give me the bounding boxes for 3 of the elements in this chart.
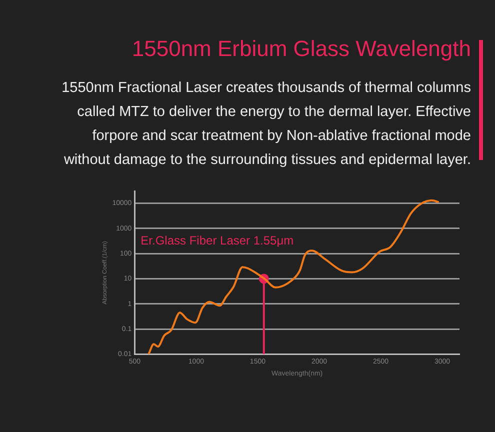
chart-title: 1550nm Erbium Glass Wavelength bbox=[132, 36, 471, 62]
annotation: Er.Glass Fiber Laser 1.55μm bbox=[140, 234, 294, 248]
chart-subtitle: 1550nm Fractional Laser creates thousands of thermal columns called MTZ to deliver the energy to the dermal layer. Effective forpore and scar treatment by Non-ablative fractional mode without damage to the surrounding tissues and epidermal layer. bbox=[60, 79, 471, 170]
